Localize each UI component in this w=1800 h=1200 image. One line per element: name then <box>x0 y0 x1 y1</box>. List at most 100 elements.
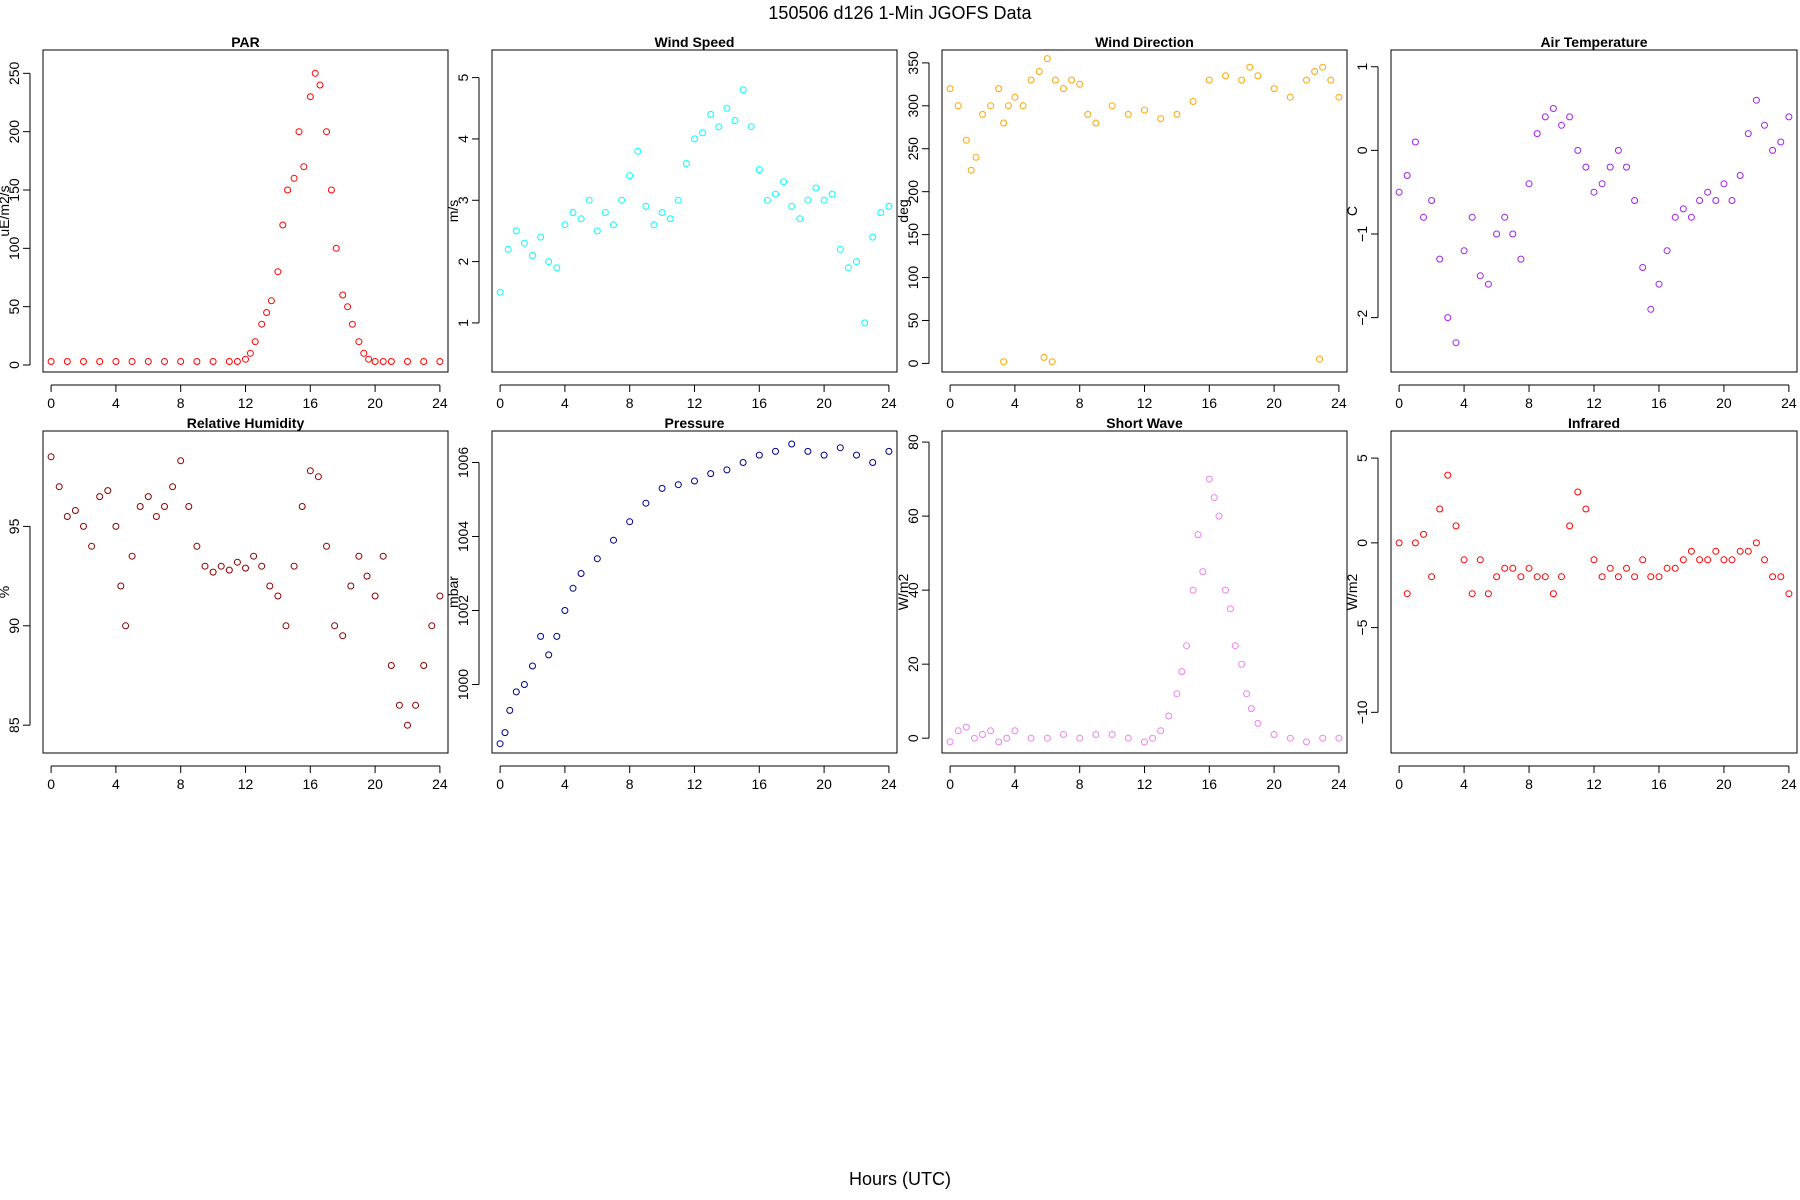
data-point <box>104 487 112 495</box>
data-point <box>1728 556 1736 564</box>
data-point <box>1210 494 1218 502</box>
series-wind-speed <box>496 86 893 327</box>
data-point <box>634 147 642 155</box>
data-point <box>1092 119 1100 127</box>
x-tick-label: 16 <box>752 395 768 411</box>
data-point <box>306 467 314 475</box>
data-point <box>1335 734 1343 742</box>
data-point <box>1525 564 1533 572</box>
data-point <box>1222 72 1229 80</box>
data-point <box>1509 230 1517 238</box>
data-point <box>242 355 249 363</box>
x-tick-label: 12 <box>238 776 254 792</box>
data-point <box>987 102 995 110</box>
series-short-wave <box>946 475 1343 746</box>
data-point <box>80 522 87 530</box>
x-tick-label: 0 <box>946 395 954 411</box>
data-point <box>1696 556 1704 564</box>
data-point <box>1270 731 1278 738</box>
data-point <box>1517 255 1525 263</box>
data-point <box>1303 76 1310 84</box>
data-point <box>561 607 569 614</box>
data-point <box>995 738 1003 746</box>
data-point <box>1614 146 1622 154</box>
data-point <box>610 221 617 229</box>
data-point <box>755 451 763 459</box>
data-point <box>217 562 225 570</box>
x-tick-label: 0 <box>1395 395 1403 411</box>
data-point <box>246 349 254 357</box>
y-tick-label: 2 <box>455 257 471 265</box>
data-point <box>618 196 626 204</box>
data-point <box>861 319 869 327</box>
data-point <box>979 110 986 118</box>
data-point <box>1178 668 1186 676</box>
data-point <box>428 622 436 630</box>
data-point <box>1671 213 1679 221</box>
data-point <box>267 297 275 305</box>
data-point <box>972 153 980 161</box>
data-point <box>1000 119 1008 127</box>
data-point <box>177 358 185 365</box>
x-tick-label: 20 <box>367 395 383 411</box>
data-point <box>1712 547 1720 555</box>
data-point <box>553 264 561 272</box>
data-point <box>601 209 609 216</box>
x-tick-label: 16 <box>303 776 319 792</box>
plot-frame <box>941 430 1348 754</box>
data-point <box>117 582 125 590</box>
data-point <box>420 358 428 365</box>
x-tick-label: 0 <box>496 776 504 792</box>
data-point <box>242 564 249 572</box>
data-point <box>674 196 682 204</box>
data-point <box>715 123 723 131</box>
data-point <box>1590 556 1598 564</box>
data-point <box>593 227 601 235</box>
data-point <box>1744 130 1752 138</box>
x-tick-label: 20 <box>1266 395 1282 411</box>
data-point <box>1444 471 1452 479</box>
data-point <box>1189 98 1197 105</box>
data-point <box>1084 110 1092 118</box>
y-tick-label: 50 <box>905 312 921 328</box>
x-tick-label: 8 <box>1525 395 1533 411</box>
data-point <box>820 451 828 459</box>
x-tick-label: 24 <box>432 395 448 411</box>
data-point <box>1040 353 1048 361</box>
data-point <box>1395 539 1403 547</box>
data-point <box>209 358 217 365</box>
data-point <box>420 662 428 669</box>
x-tick-label: 20 <box>1266 776 1282 792</box>
data-point <box>501 729 509 737</box>
data-point <box>47 453 55 461</box>
data-point <box>836 245 844 253</box>
data-point <box>1436 505 1444 513</box>
data-point <box>316 81 324 89</box>
data-point <box>626 172 634 180</box>
x-tick-label: 4 <box>561 395 569 411</box>
panel-relative-humidity: Relative Humidity 0 4 8 12 16 20 24 85 90 95% <box>0 415 449 792</box>
data-point <box>1631 573 1639 581</box>
data-point <box>593 555 601 563</box>
plot-frame <box>491 430 898 754</box>
data-point <box>112 358 120 365</box>
y-tick-label: 5 <box>455 73 471 81</box>
data-point <box>1420 213 1427 221</box>
data-point <box>820 196 828 204</box>
panel-title: Relative Humidity <box>187 415 305 431</box>
panel-par: PAR 0 4 8 12 16 20 24 0 50 100 150 200 250 uE/m2/s <box>0 34 449 411</box>
y-tick-label: 90 <box>6 618 22 634</box>
data-point <box>1000 358 1008 366</box>
data-point <box>1035 68 1043 75</box>
data-point <box>63 358 71 365</box>
data-point <box>954 727 962 735</box>
data-point <box>1647 305 1655 313</box>
data-point <box>1720 180 1728 188</box>
y-tick-label: 100 <box>6 236 22 260</box>
series-air-temperature <box>1395 96 1793 347</box>
data-point <box>279 221 287 229</box>
data-point <box>1679 556 1687 564</box>
data-point <box>1189 586 1197 594</box>
data-point <box>387 662 395 669</box>
data-point <box>185 503 193 510</box>
